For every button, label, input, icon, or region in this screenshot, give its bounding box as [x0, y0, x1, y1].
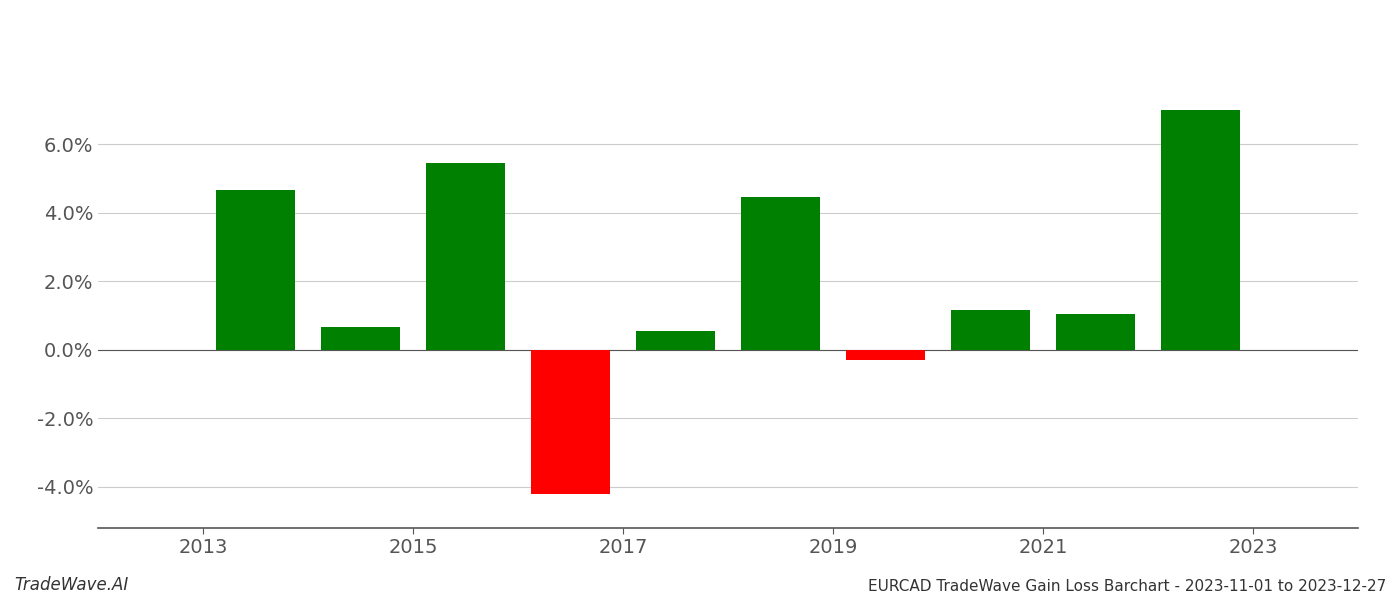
- Bar: [951, 310, 1030, 350]
- Bar: [636, 331, 715, 350]
- Bar: [741, 197, 820, 350]
- Text: TradeWave.AI: TradeWave.AI: [14, 576, 129, 594]
- Text: EURCAD TradeWave Gain Loss Barchart - 2023-11-01 to 2023-12-27: EURCAD TradeWave Gain Loss Barchart - 20…: [868, 579, 1386, 594]
- Bar: [216, 190, 295, 350]
- Bar: [1161, 110, 1240, 350]
- Bar: [531, 350, 610, 494]
- Bar: [321, 328, 400, 350]
- Bar: [426, 163, 505, 350]
- Bar: [846, 350, 925, 360]
- Bar: [1056, 314, 1135, 350]
